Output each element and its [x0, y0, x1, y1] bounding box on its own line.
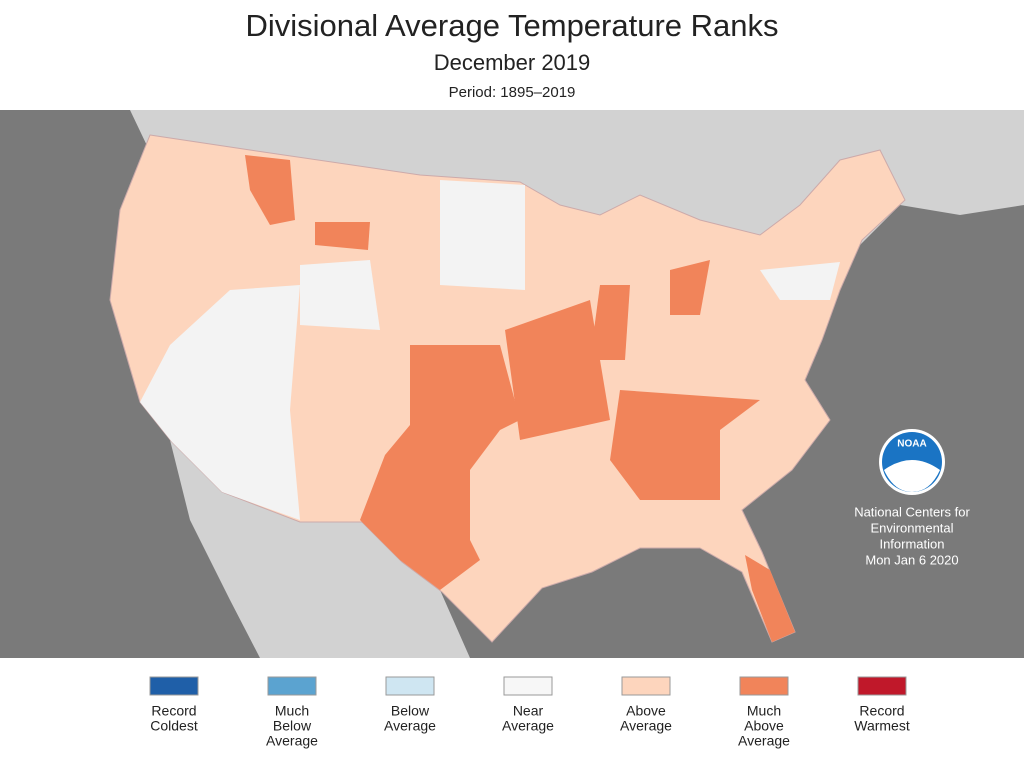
credit-line: Environmental — [870, 520, 953, 535]
much-above-south-dakota — [315, 222, 370, 250]
legend-label: Warmest — [854, 718, 910, 734]
legend: RecordColdestMuchBelowAverageBelowAverag… — [149, 676, 910, 749]
legend-label: Average — [266, 733, 318, 749]
credit-line: National Centers for — [854, 504, 970, 519]
legend-label: Below — [391, 703, 430, 719]
much-above-illinois — [590, 285, 630, 360]
legend-label: Average — [384, 718, 436, 734]
much-above-tennessee — [610, 390, 760, 500]
much-above-florida — [745, 555, 795, 642]
legend-label: Coldest — [150, 718, 198, 734]
much-above-missouri — [505, 300, 610, 440]
credit: National Centers forEnvironmentalInforma… — [854, 504, 970, 567]
logo-text: NOAA — [897, 439, 926, 450]
legend-label: Below — [273, 718, 312, 734]
near-average-northeast — [760, 262, 840, 300]
legend-swatch — [857, 676, 907, 696]
legend-label: Much — [275, 703, 309, 719]
much-above-idaho — [245, 155, 295, 225]
legend-label: Average — [620, 718, 672, 734]
legend-label: Average — [502, 718, 554, 734]
map — [0, 110, 1024, 658]
legend-swatch — [739, 676, 789, 696]
legend-label: Above — [626, 703, 666, 719]
legend-swatch — [149, 676, 199, 696]
legend-swatch — [267, 676, 317, 696]
legend-label: Near — [513, 703, 544, 719]
much-above-michigan — [670, 260, 710, 315]
near-average-wyoming — [300, 260, 380, 330]
legend-swatch — [503, 676, 553, 696]
legend-swatch — [621, 676, 671, 696]
legend-label: Much — [747, 703, 781, 719]
legend-label: Above — [744, 718, 784, 734]
legend-label: Record — [859, 703, 904, 719]
much-above-texas — [360, 345, 520, 590]
legend-label: Record — [151, 703, 196, 719]
legend-label: Average — [738, 733, 790, 749]
legend-swatch — [385, 676, 435, 696]
credit-line: Mon Jan 6 2020 — [865, 552, 958, 567]
credit-line: Information — [879, 536, 944, 551]
noaa-logo: NOAA — [879, 429, 945, 495]
subtitle: December 2019 — [434, 50, 591, 75]
period: Period: 1895–2019 — [449, 84, 576, 101]
title: Divisional Average Temperature Ranks — [245, 8, 778, 43]
logo-wave — [884, 460, 940, 492]
near-average-dakotas — [440, 180, 525, 290]
near-average-southwest — [140, 285, 300, 520]
